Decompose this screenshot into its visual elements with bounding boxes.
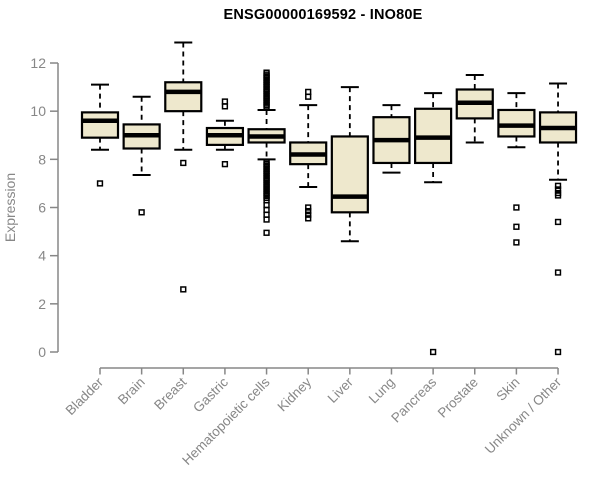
boxplot-kidney <box>289 88 328 222</box>
x-category-label: Liver <box>325 374 357 406</box>
outlier-point <box>305 215 312 222</box>
outlier-point <box>513 223 520 230</box>
outlier-point <box>554 348 562 356</box>
outlier-point <box>180 159 187 167</box>
y-tick-label: 8 <box>38 151 46 167</box>
outlier-point <box>554 192 562 199</box>
boxplot-gastric <box>205 98 245 168</box>
x-category-label: Bladder <box>63 374 107 418</box>
outlier-point <box>554 186 562 193</box>
outlier-point <box>305 93 312 100</box>
outlier-point <box>263 216 270 223</box>
outlier-point <box>305 204 312 211</box>
boxplot-bladder <box>80 83 120 187</box>
x-category-label: Brain <box>115 375 148 408</box>
outlier-point <box>96 180 104 187</box>
outlier-point <box>221 103 229 110</box>
outlier-point <box>263 103 270 110</box>
x-category-label: Kidney <box>275 374 315 414</box>
iqr-box <box>330 135 369 214</box>
iqr-box <box>497 108 536 138</box>
x-category-label: Prostate <box>435 375 481 421</box>
iqr-box <box>164 81 203 113</box>
boxplot-prostate <box>455 74 494 144</box>
outlier-point <box>429 348 437 356</box>
x-category-label: Lung <box>366 375 398 407</box>
y-axis-label: Expression <box>2 173 18 242</box>
outlier-point <box>263 229 270 236</box>
outlier-point <box>180 286 187 293</box>
boxplot-unknown-other <box>538 82 578 356</box>
outlier-point <box>554 269 562 276</box>
x-category-label: Breast <box>151 374 189 412</box>
x-category-label: Pancreas <box>388 374 439 425</box>
y-tick-label: 0 <box>38 344 46 360</box>
x-category-label: Skin <box>493 375 522 404</box>
boxplot-hematopoietic-cells <box>247 69 286 236</box>
boxplot-breast <box>164 41 203 293</box>
outlier-point <box>138 209 145 216</box>
boxplot-pancreas <box>414 92 453 356</box>
boxplot-brain <box>122 95 161 216</box>
y-tick-label: 12 <box>30 55 46 71</box>
outlier-point <box>305 207 312 215</box>
y-tick-label: 2 <box>38 296 46 312</box>
boxplot-liver <box>330 86 369 243</box>
outlier-point <box>554 218 562 226</box>
x-category-label: Unknown / Other <box>482 374 565 457</box>
outlier-point <box>221 161 229 168</box>
x-category-label: Gastric <box>190 374 231 415</box>
outlier-point <box>513 204 520 211</box>
outlier-point <box>513 239 520 246</box>
y-tick-label: 10 <box>30 103 46 119</box>
y-tick-label: 4 <box>38 248 46 264</box>
boxplot-lung <box>372 104 411 174</box>
outlier-point <box>305 211 312 218</box>
y-tick-label: 6 <box>38 200 46 216</box>
y-axis: 0 2 4 6 8 10 12 Expression <box>2 55 59 360</box>
outlier-point <box>554 182 562 189</box>
chart-title: ENSG00000169592 - INO80E <box>223 7 423 23</box>
boxplot-skin <box>497 92 536 246</box>
iqr-box <box>80 111 120 139</box>
